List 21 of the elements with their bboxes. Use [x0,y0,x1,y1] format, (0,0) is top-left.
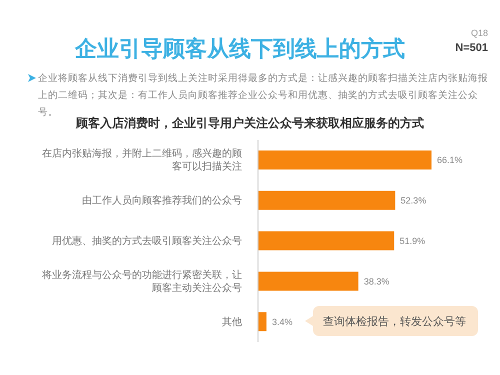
annotation: 查询体检报告，转发公众号等 [323,314,466,329]
bar [258,190,396,211]
y-tick-label: 其他 [222,315,242,328]
bar [258,270,360,292]
bar [258,230,396,252]
y-tick-label: 由工作人员向顾客推荐我们的公众号 [82,194,242,206]
data-label: 52.3% [400,196,426,206]
text: N=501 [455,42,488,54]
y-tick-label: 用优惠、抽奖的方式去吸引顾客关注公众号 [52,234,242,247]
data-label: 3.4% [272,316,292,327]
text: Q18 [470,28,488,38]
chart-subtitle: 顾客入店消费时，企业引导用户关注公众号来获取相应服务的方式 [76,116,424,130]
data-label: 38.3% [364,276,390,286]
y-tick-label: 在店内张贴海报，并附上二维码，感兴趣的顾客可以扫描关注 [42,147,242,172]
bar [258,150,432,170]
data-label: 51.9% [400,236,426,246]
bar [258,311,268,332]
y-tick-label: 将业务流程与公众号的功能进行紧密关联，让顾客主动关注公众号 [41,268,242,294]
data-label: 66.1% [437,155,463,166]
chart-title: 企业引导顾客从线下到线上的方式 [75,35,405,63]
text: 企业将顾客从线下消费引导到线上关注时采用得最多的方式是：让感兴趣的顾客扫描关注店内张贴海报上的二维码；其次是：有工作人员向顾客推荐企业公众号和用优惠、抽奖的方式去吸引顾客关注公众号。 [38,73,488,118]
